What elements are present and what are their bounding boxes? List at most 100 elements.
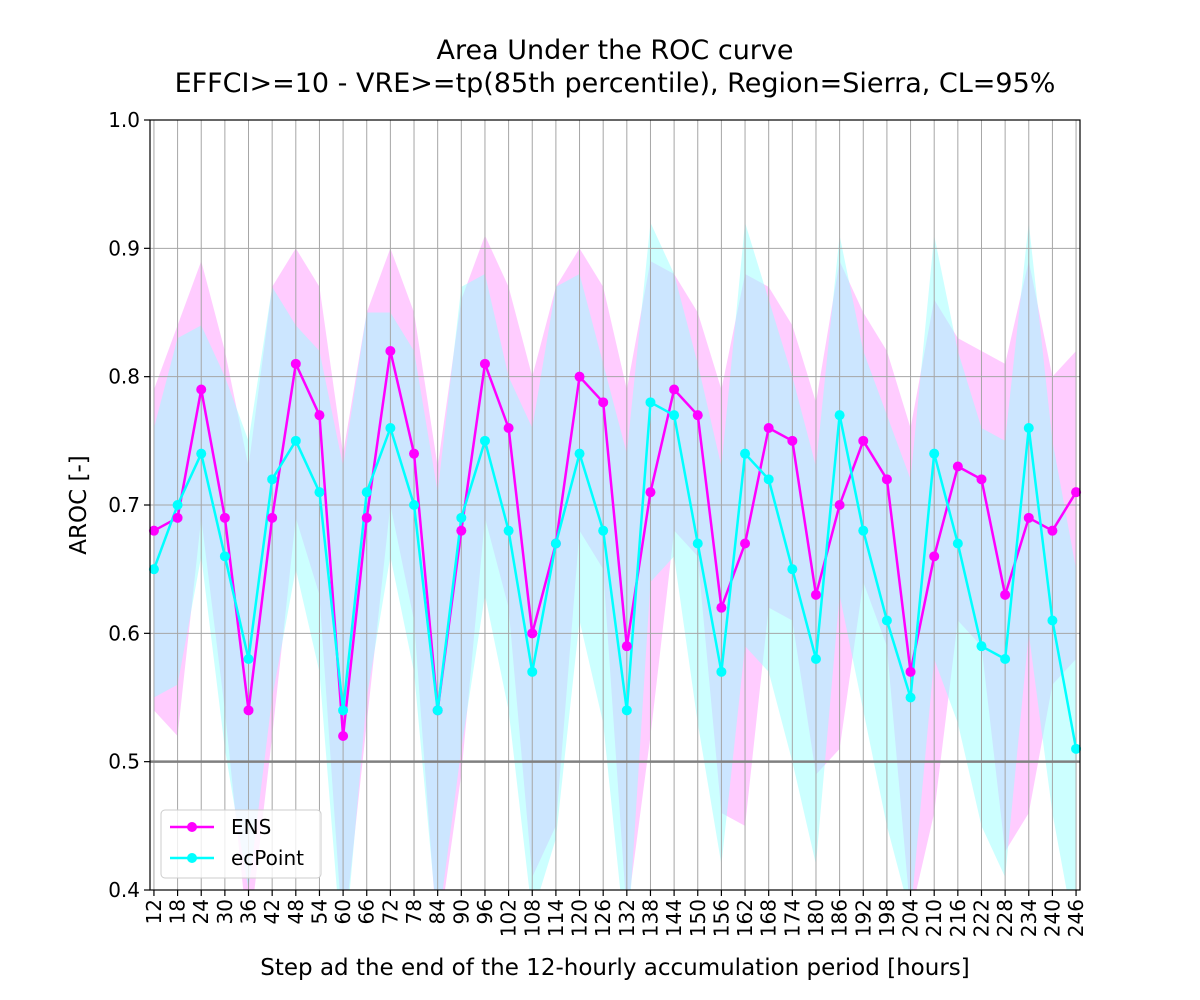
x-axis-label: Step ad the end of the 12-hourly accumul… [260,955,969,981]
data-point-ecpoint [740,448,751,459]
y-tick-label: 0.9 [108,236,140,260]
y-tick-label: 0.5 [108,750,140,774]
x-tick-label: 138 [638,899,662,937]
data-point-ens [385,346,396,356]
x-tick-label: 228 [993,899,1017,937]
data-point-ens [338,731,349,741]
data-point-ecpoint [527,666,538,677]
y-tick-label: 0.6 [108,621,140,645]
data-point-ens [645,487,656,498]
data-point-ecpoint [314,487,325,498]
data-point-ens [148,525,159,536]
data-point-ecpoint [290,435,301,446]
data-point-ecpoint [385,423,396,433]
x-tick-label: 246 [1064,899,1088,937]
y-axis-ticks: 0.4 0.5 0.6 0.7 0.8 0.9 1.0 [108,108,150,902]
x-tick-label: 84 [426,899,450,924]
x-tick-label: 234 [1017,899,1041,937]
data-point-ecpoint [574,448,585,459]
data-point-ens [716,602,727,613]
x-tick-label: 132 [615,899,639,937]
data-point-ecpoint [645,397,656,408]
data-point-ecpoint [503,525,514,536]
x-tick-label: 60 [331,899,355,924]
data-point-ecpoint [1047,615,1058,626]
data-point-ens [1047,525,1058,536]
data-point-ens [479,358,490,369]
data-point-ens [196,384,207,395]
data-point-ens [243,705,254,716]
data-point-ens [976,474,987,485]
data-point-ens [172,512,183,523]
legend: ENS ecPoint [160,809,322,879]
data-point-ens [621,641,632,652]
data-point-ecpoint [787,564,798,575]
y-tick-label: 0.7 [108,493,140,517]
series-line-ens [153,349,1078,738]
x-tick-label: 54 [307,899,331,924]
data-point-ens [810,589,821,600]
y-axis-label: AROC [-] [66,455,92,554]
x-tick-label: 222 [969,899,993,937]
data-point-ecpoint [929,448,940,459]
x-tick-label: 66 [355,899,379,924]
x-tick-label: 168 [757,899,781,937]
x-tick-label: 72 [378,899,402,924]
data-point-ens [692,410,703,421]
x-tick-label: 78 [402,899,426,924]
data-point-ecpoint [976,641,987,652]
series-lines [152,349,1078,750]
x-tick-label: 204 [899,899,923,937]
x-tick-label: 42 [260,899,284,924]
data-point-ens [361,512,372,523]
x-tick-label: 120 [568,899,592,937]
data-point-ecpoint [409,500,420,510]
data-point-ecpoint [172,500,183,510]
data-point-ens [456,525,467,536]
data-point-ens [409,448,420,459]
data-point-ecpoint [550,538,561,549]
data-point-ecpoint [456,512,467,523]
data-point-ecpoint [361,487,372,498]
data-point-ens [1071,487,1082,498]
x-tick-label: 96 [473,899,497,924]
x-tick-label: 18 [166,899,190,924]
x-tick-label: 186 [828,899,852,937]
x-tick-label: 108 [520,899,544,937]
data-point-ens [929,551,940,562]
legend-marker-ecpoint [187,853,197,863]
data-point-ens [219,512,230,523]
x-tick-label: 210 [922,899,946,937]
chart-subtitle: EFFCI>=10 - VRE>=tp(85th percentile), Re… [175,68,1056,99]
data-point-ecpoint [858,525,869,536]
legend-label-ens: ENS [231,815,271,839]
x-tick-label: 90 [449,899,473,924]
data-point-ens [787,435,798,446]
data-point-ecpoint [692,538,703,549]
data-point-ens [834,500,845,510]
x-tick-label: 24 [189,899,213,924]
data-point-ecpoint [763,474,774,485]
data-point-ecpoint [621,705,632,716]
x-tick-label: 174 [780,899,804,937]
x-tick-label: 192 [851,899,875,937]
data-point-ens [905,666,916,677]
legend-label-ecpoint: ecPoint [231,846,304,870]
y-tick-label: 1.0 [108,108,140,132]
data-point-ecpoint [881,615,892,626]
data-point-ecpoint [952,538,963,549]
data-point-ens [598,397,609,408]
x-tick-label: 114 [544,899,568,937]
data-point-ens [503,423,514,433]
data-point-ecpoint [148,564,159,575]
data-point-ens [669,384,680,395]
x-tick-label: 48 [284,899,308,924]
data-point-ecpoint [243,654,254,664]
x-tick-label: 102 [497,899,521,937]
data-point-ens [314,410,325,421]
data-point-ecpoint [479,435,490,446]
data-point-ens [527,628,538,639]
data-point-ecpoint [905,692,916,703]
x-tick-label: 30 [213,899,237,924]
